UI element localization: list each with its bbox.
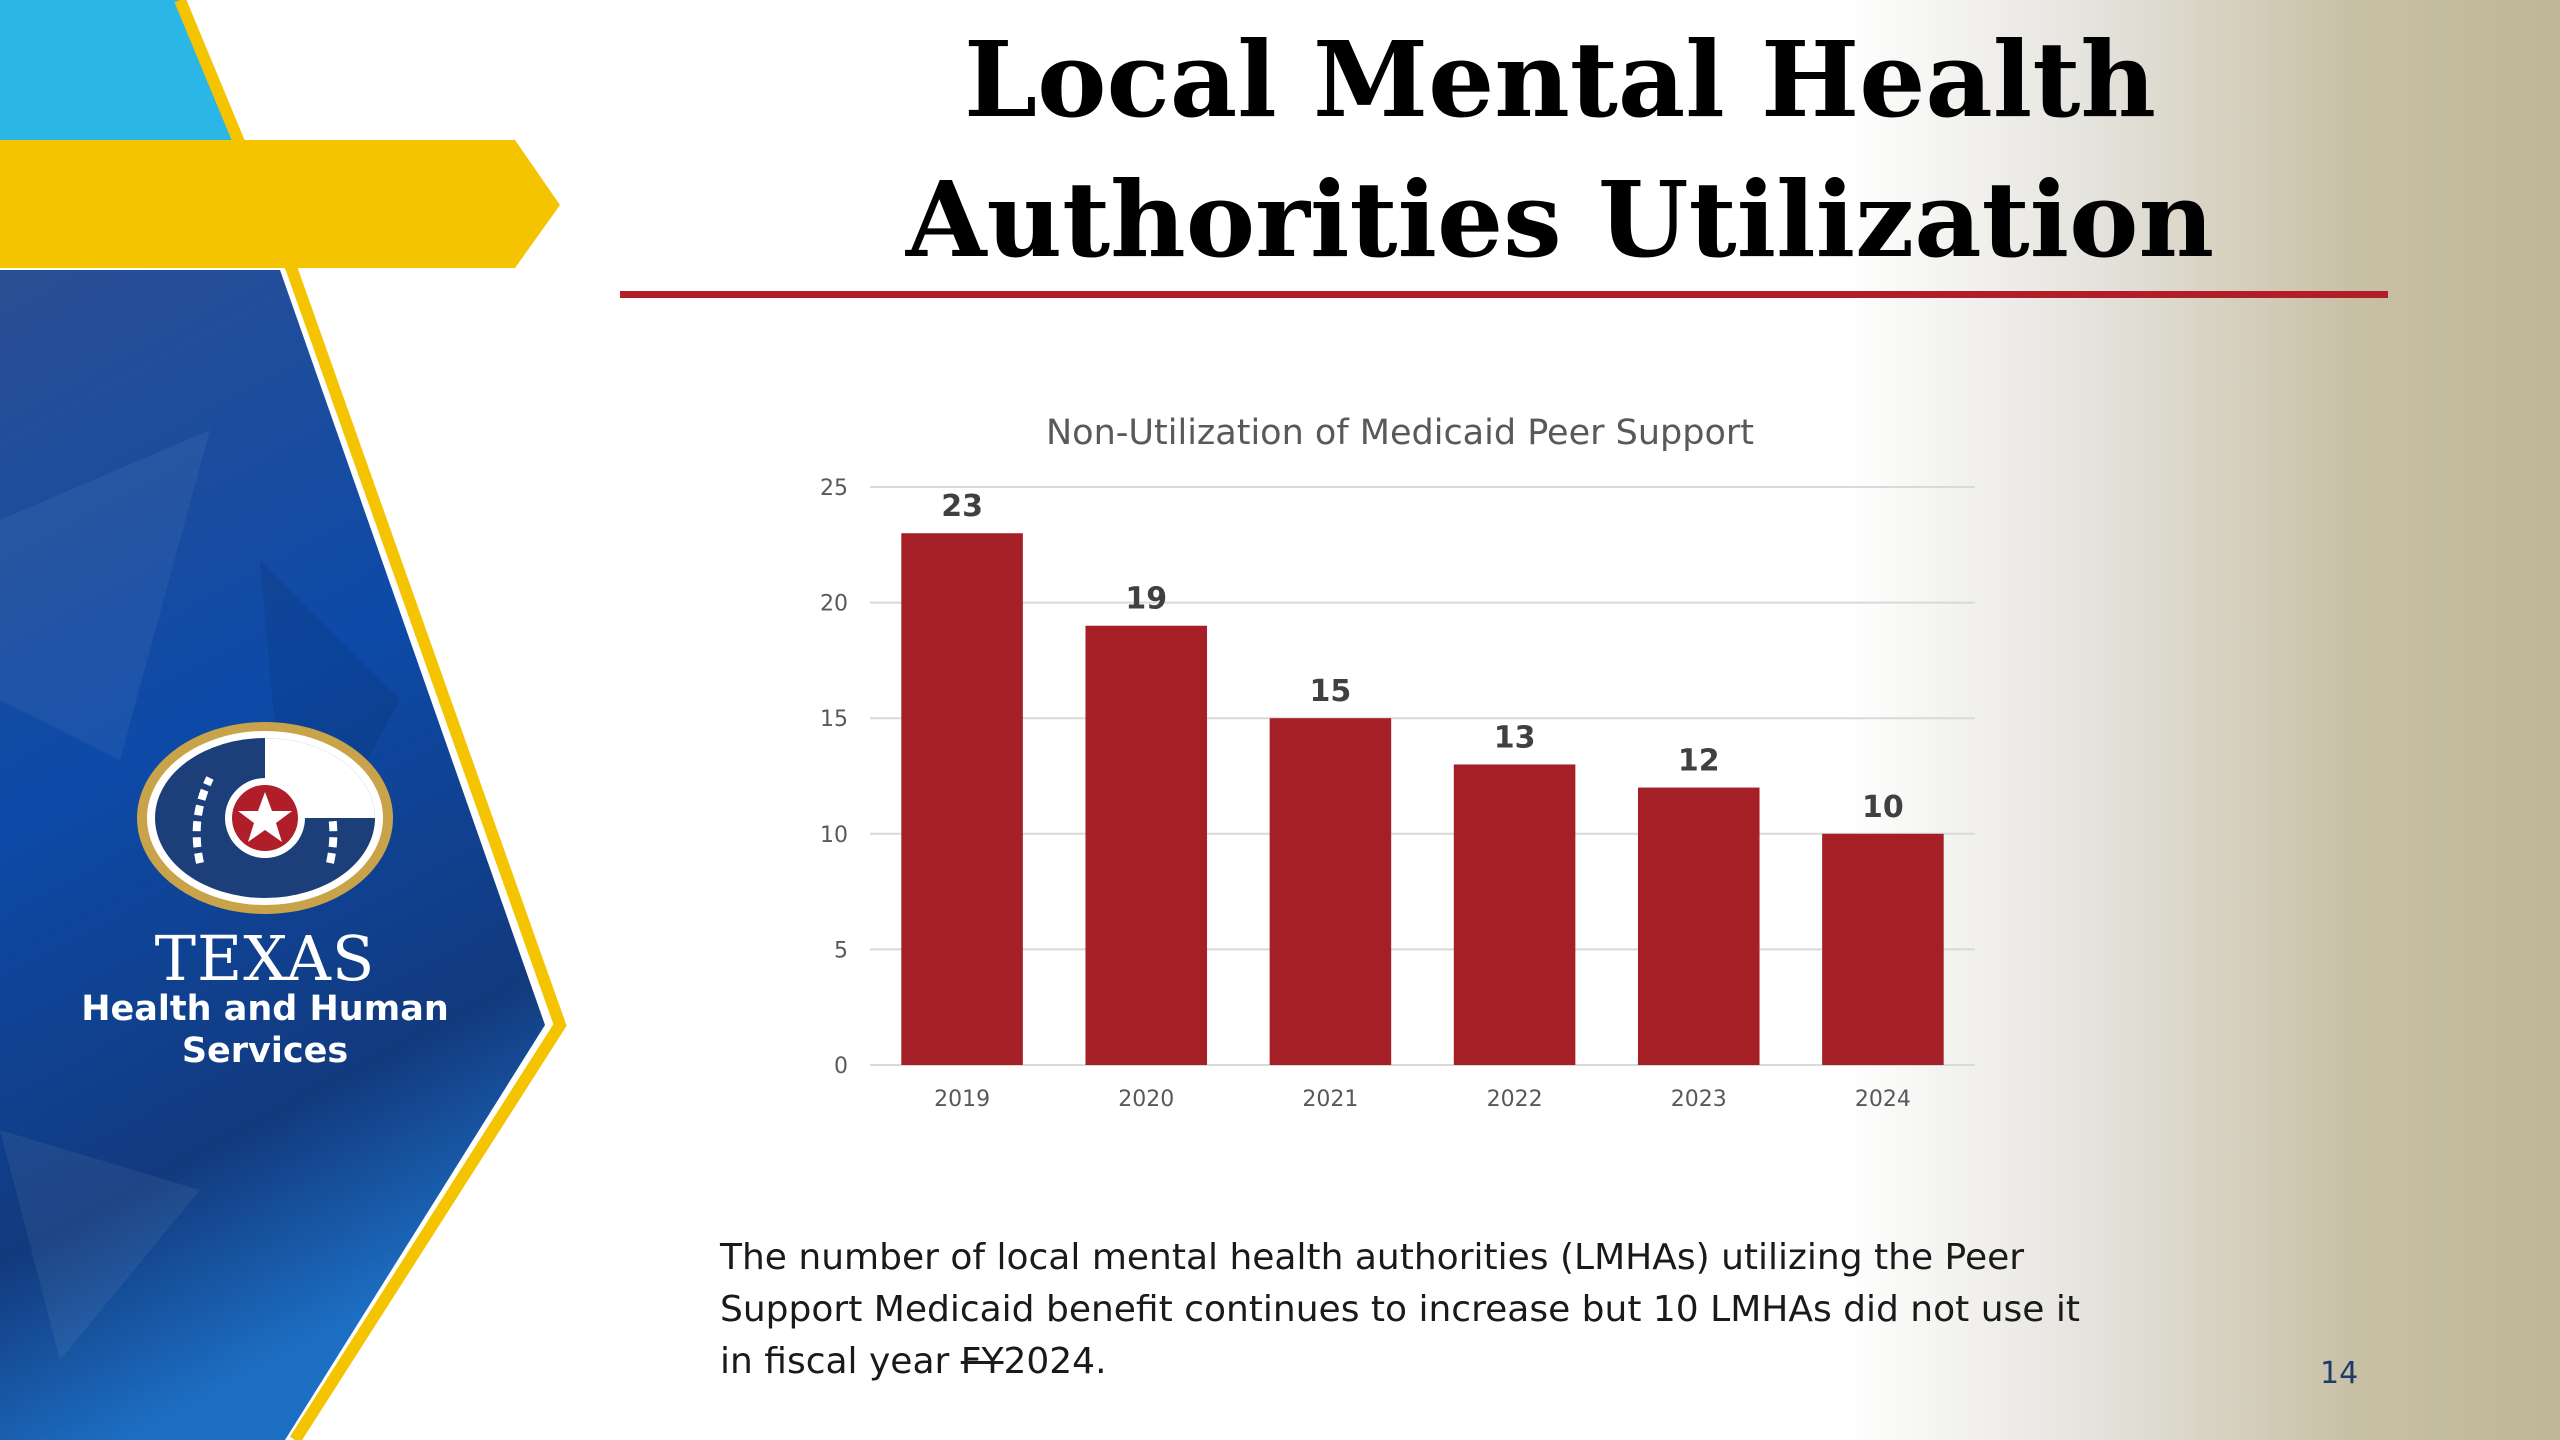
- brand-name: TEXAS: [154, 922, 376, 995]
- brand-subtitle: Health and Human Services: [40, 988, 490, 1072]
- data-label: 15: [1310, 674, 1352, 709]
- x-tick-label: 2021: [1302, 1087, 1358, 1112]
- y-tick-label: 0: [834, 1054, 848, 1079]
- y-tick-label: 20: [820, 592, 848, 617]
- chart-title: Non-Utilization of Medicaid Peer Support: [1046, 413, 1754, 453]
- brand-subtitle-line2: Services: [181, 1031, 349, 1071]
- bar-2021: [1269, 718, 1392, 1065]
- sidebar-yellow-edge: [174, 0, 567, 1440]
- bar-2023: [1637, 787, 1760, 1065]
- data-label: 23: [941, 489, 983, 524]
- bar-2024: [1822, 833, 1944, 1065]
- caption: The number of local mental health author…: [720, 1232, 2200, 1388]
- slide-title-line1: Local Mental Health: [964, 18, 2156, 141]
- data-label: 19: [1125, 582, 1167, 617]
- x-tick-label: 2019: [934, 1087, 990, 1112]
- data-label: 13: [1494, 720, 1536, 755]
- bar-2019: [901, 533, 1023, 1065]
- slide-title-line2: Authorities Utilization: [905, 158, 2215, 281]
- caption-struck-text: FY: [960, 1341, 1004, 1382]
- caption-line3-prefix: in fiscal year: [720, 1341, 961, 1382]
- y-tick-label: 10: [820, 823, 848, 848]
- x-tick-label: 2022: [1487, 1087, 1543, 1112]
- x-tick-label: 2024: [1855, 1087, 1911, 1112]
- caption-line1: The number of local mental health author…: [720, 1237, 2025, 1278]
- yellow-arrow: [0, 140, 560, 268]
- brand-subtitle-line1: Health and Human: [81, 989, 449, 1029]
- title-underline: [620, 291, 2388, 298]
- data-label: 10: [1862, 790, 1904, 825]
- texas-hhs-seal-logo: [137, 722, 393, 914]
- page-number: 14: [2320, 1356, 2359, 1391]
- caption-line3-suffix: 2024.: [1003, 1341, 1107, 1382]
- sidebar-cyan-band: [0, 0, 236, 140]
- y-tick-label: 15: [820, 707, 848, 732]
- sidebar-facet-3: [0, 1130, 200, 1360]
- bar-2020: [1085, 625, 1208, 1065]
- x-tick-label: 2023: [1671, 1087, 1727, 1112]
- bar-2022: [1453, 764, 1576, 1065]
- y-tick-label: 25: [820, 476, 848, 501]
- sidebar-facet-1: [0, 430, 210, 760]
- caption-line2: Support Medicaid benefit continues to in…: [720, 1289, 2080, 1330]
- slide-title: Local Mental Health Authorities Utilizat…: [620, 10, 2500, 290]
- y-tick-label: 5: [834, 938, 848, 963]
- x-tick-label: 2020: [1118, 1087, 1174, 1112]
- data-label: 12: [1678, 744, 1720, 779]
